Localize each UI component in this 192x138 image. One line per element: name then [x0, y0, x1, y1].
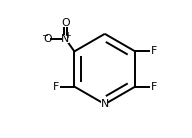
Bar: [62, 35, 69, 43]
Text: −: −: [41, 31, 47, 40]
Text: O: O: [61, 18, 70, 28]
Bar: [150, 83, 156, 90]
Bar: [101, 100, 108, 108]
Bar: [150, 48, 156, 55]
Text: F: F: [53, 82, 59, 92]
Bar: [55, 83, 60, 90]
Bar: [40, 35, 49, 42]
Bar: [62, 19, 69, 27]
Text: O: O: [44, 34, 52, 44]
Text: F: F: [151, 82, 157, 92]
Text: N: N: [101, 99, 109, 109]
Text: +: +: [65, 31, 71, 40]
Text: N: N: [61, 34, 69, 44]
Text: F: F: [151, 46, 157, 56]
